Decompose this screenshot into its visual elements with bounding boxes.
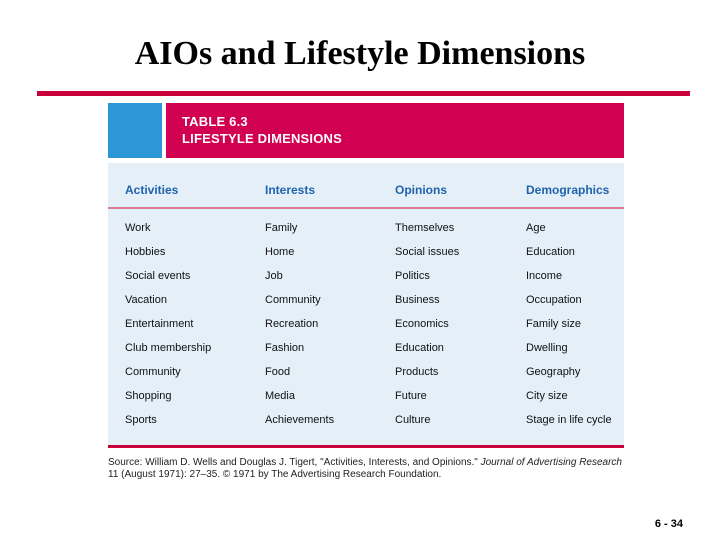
table-cell-interests: Community [265,294,321,306]
source-prefix: Source: William D. Wells and Douglas J. … [108,457,481,468]
table-cell-opinions: Themselves [395,222,455,234]
source-citation: Source: William D. Wells and Douglas J. … [108,457,624,481]
table-bottom-divider [108,445,624,448]
table-cell-interests: Recreation [265,318,319,330]
table-cell-demographics: Income [526,270,563,282]
column-header-activities: Activities [125,183,179,197]
table-cell-opinions: Politics [395,270,430,282]
table-cell-interests: Job [265,270,283,282]
slide-title: AIOs and Lifestyle Dimensions [134,35,586,72]
lifestyle-table: Activities Interests Opinions Demographi… [108,163,624,448]
column-header-interests: Interests [265,183,316,197]
table-cell-demographics: Age [526,222,546,234]
table-cell-opinions: Social issues [395,246,460,258]
table-cell-demographics: Family size [526,318,582,330]
table-cell-activities: Entertainment [125,318,194,330]
table-cell-demographics: City size [526,390,568,402]
table-label: TABLE 6.3 [182,114,248,129]
column-header-demographics: Demographics [526,183,610,197]
table-cell-demographics: Occupation [526,294,582,306]
column-header-opinions: Opinions [395,183,447,197]
table-cell-activities: Hobbies [125,246,166,258]
table-cell-activities: Sports [125,414,157,426]
page-number: 6 - 34 [654,518,683,530]
table-cell-interests: Home [265,246,295,258]
table-cell-activities: Shopping [125,390,172,402]
header-divider [108,207,624,209]
table-cell-demographics: Education [526,246,575,258]
table-cell-interests: Family [265,222,298,234]
table-cell-opinions: Business [395,294,440,306]
table-caption: LIFESTYLE DIMENSIONS [182,131,343,146]
table-cell-demographics: Stage in life cycle [526,414,612,426]
table-cell-opinions: Education [395,342,444,354]
table-cell-interests: Media [265,390,295,402]
table-cell-activities: Social events [125,270,191,282]
table-cell-activities: Community [125,366,181,378]
table-cell-interests: Food [265,366,291,378]
table-header-accent [108,103,162,158]
table-cell-activities: Work [125,222,151,234]
table-cell-interests: Achievements [265,414,335,426]
source-journal: Journal of Advertising Research [480,457,622,468]
table-header: TABLE 6.3 LIFESTYLE DIMENSIONS [166,103,624,158]
table-cell-opinions: Products [395,366,439,378]
table-cell-interests: Fashion [265,342,305,354]
table-cell-demographics: Geography [526,366,581,378]
table-cell-demographics: Dwelling [526,342,568,354]
source-suffix: 11 (August 1971): 27–35. © 1971 by The A… [108,469,442,480]
table-cell-opinions: Future [395,390,427,402]
table-cell-opinions: Culture [395,414,431,426]
title-divider [37,91,690,96]
table-cell-activities: Vacation [125,294,167,306]
table-cell-opinions: Economics [395,318,449,330]
table-cell-activities: Club membership [125,342,212,354]
